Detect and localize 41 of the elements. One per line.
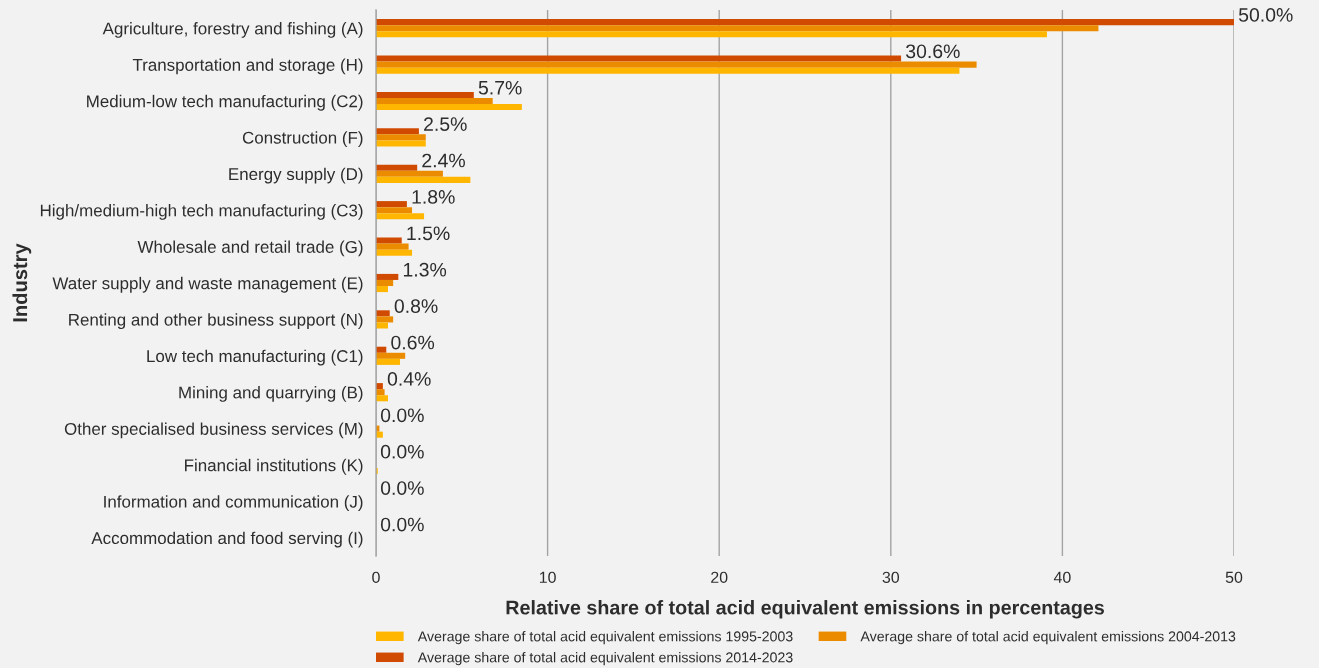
data-label: 0.0% <box>380 481 424 495</box>
data-label: 0.8% <box>394 299 438 313</box>
y-tick-label: Wholesale and retail trade (G) <box>137 240 363 257</box>
data-label: 1.8% <box>412 190 455 204</box>
y-tick-label: Construction (F) <box>242 131 363 148</box>
data-label: 0.4% <box>387 372 431 386</box>
y-tick-label: Low tech manufacturing (C1) <box>147 349 363 366</box>
data-label: 5.7% <box>478 80 522 95</box>
data-label: 0.0% <box>380 444 424 459</box>
y-tick-label: Other specialised business services (M) <box>64 422 363 439</box>
y-tick-label: Energy supply (D) <box>229 167 363 184</box>
y-tick-label: Water supply and waste management (E) <box>52 276 363 293</box>
x-tick-label: 40 <box>1053 571 1071 584</box>
x-tick-label: 0 <box>372 571 380 584</box>
data-label: 0.0% <box>380 517 424 532</box>
y-tick-label: Accommodation and food serving (I) <box>91 531 363 548</box>
x-tick-label: 50 <box>1225 571 1243 584</box>
data-label: 30.6% <box>906 44 960 59</box>
data-label: 2.5% <box>424 117 467 131</box>
y-tick-label: Agriculture, forestry and fishing (A) <box>102 22 363 38</box>
data-label: 1.3% <box>403 262 447 277</box>
data-label: 0.0% <box>380 408 424 423</box>
y-tick-label: Medium-low tech manufacturing (C2) <box>87 94 363 111</box>
legend-label: Average share of total acid equivalent emissions 2014-2023 <box>417 652 793 666</box>
x-tick-label: 30 <box>882 571 900 584</box>
y-tick-label: High/medium-high tech manufacturing (C3) <box>40 204 363 220</box>
x-axis-title: Relative share of total acid equivalent emissions in percentages <box>506 600 1104 619</box>
y-tick-label: Renting and other business support (N) <box>69 313 363 330</box>
legend-label: Average share of total acid equivalent emissions 2004-2013 <box>860 631 1236 645</box>
y-tick-label: Mining and quarrying (B) <box>179 386 363 402</box>
x-tick-label: 10 <box>539 571 556 584</box>
data-label: 1.5% <box>407 226 450 241</box>
x-tick-label: 20 <box>711 571 728 584</box>
y-tick-label: Financial institutions (K) <box>185 458 363 475</box>
data-label: 2.4% <box>422 153 465 168</box>
y-tick-label: Information and communication (J) <box>104 495 363 512</box>
data-label: 0.6% <box>391 335 435 350</box>
y-tick-label: Transportation and storage (H) <box>132 58 363 75</box>
data-label: 50.0% <box>1238 8 1293 22</box>
legend-label: Average share of total acid equivalent emissions 1995-2003 <box>417 631 793 645</box>
y-axis-title: Industry <box>12 243 32 322</box>
